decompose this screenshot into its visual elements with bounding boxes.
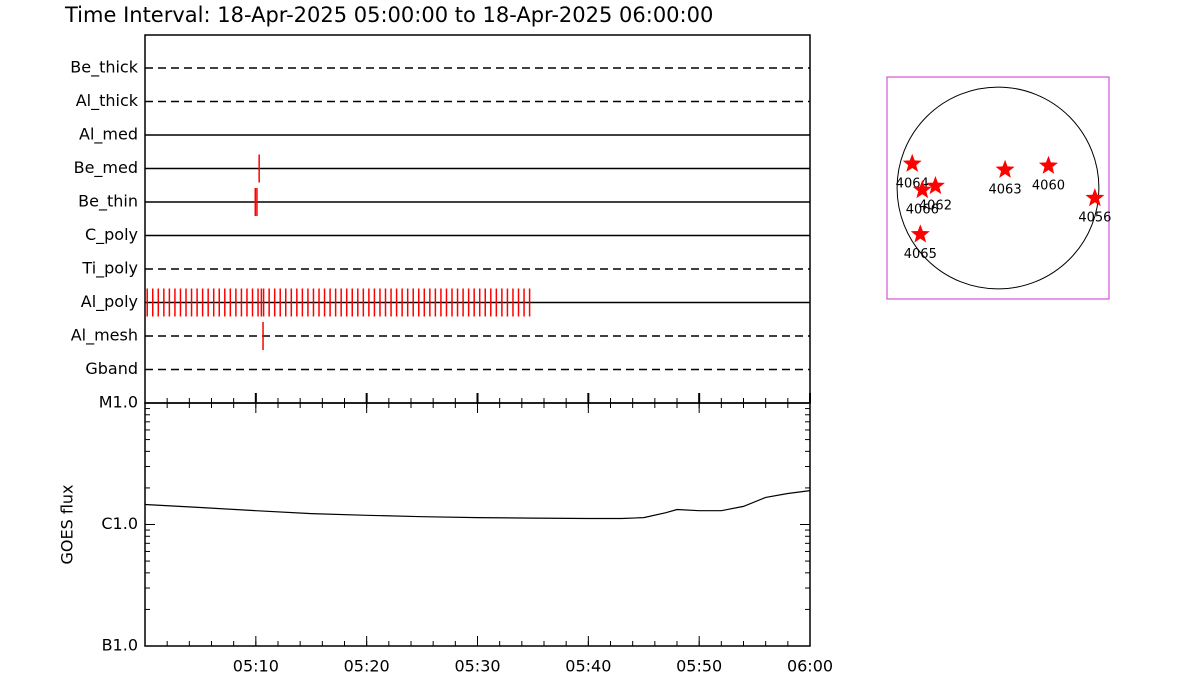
active-region [1085, 188, 1105, 207]
solar-disk [896, 86, 1100, 290]
y-tick-label: B1.0 [102, 636, 138, 655]
filter-label: Al_poly [81, 292, 138, 312]
goes-curve [144, 490, 811, 520]
filter-label: Be_thin [78, 192, 138, 212]
filter-label: Be_thick [70, 58, 138, 78]
x-tick-label: 05:10 [233, 657, 279, 676]
x-tick-label: 05:20 [344, 657, 390, 676]
region-label: 4065 [904, 247, 937, 262]
filter-label: Al_mesh [71, 326, 138, 346]
filter-label: Be_med [74, 158, 138, 178]
active-region [995, 159, 1015, 178]
filter-label: Gband [85, 359, 138, 378]
region-label: 4063 [989, 182, 1022, 197]
y-axis-label: GOES flux [58, 484, 77, 564]
active-region [1038, 155, 1058, 174]
active-region [910, 224, 930, 243]
y-tick-label: C1.0 [101, 514, 138, 533]
region-label: 4060 [1032, 178, 1065, 193]
filter-label: Al_med [79, 125, 138, 145]
disk-frame [886, 76, 1110, 300]
x-tick-label: 05:40 [565, 657, 611, 676]
filter-label: C_poly [85, 225, 138, 245]
region-label: 4056 [1078, 211, 1111, 226]
x-tick-label: 05:30 [454, 657, 500, 676]
active-region [925, 176, 945, 195]
region-label: 4062 [919, 198, 952, 213]
active-region [912, 180, 932, 199]
y-tick-label: M1.0 [99, 393, 138, 412]
filter-label: Ti_poly [81, 259, 138, 279]
region-label: 4066 [906, 203, 939, 218]
x-tick-label: 06:00 [787, 657, 833, 676]
x-tick-label: 05:50 [676, 657, 722, 676]
filter-label: Al_thick [76, 91, 139, 111]
chart-title: Time Interval: 18-Apr-2025 05:00:00 to 1… [64, 3, 713, 27]
active-region [902, 153, 922, 172]
